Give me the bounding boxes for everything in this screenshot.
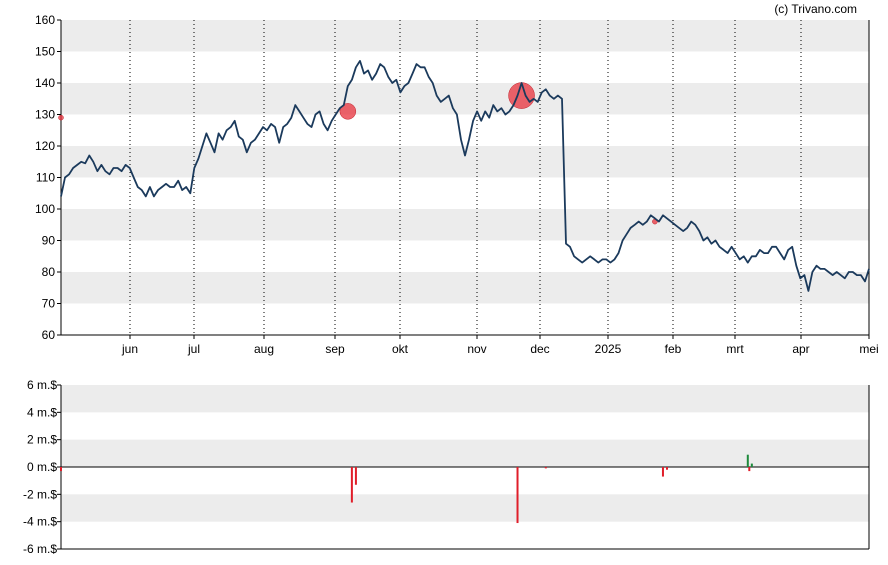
price-y-tick-label: 140 [35,76,55,90]
price-x-tick-label: apr [792,342,809,356]
insider-marker [339,103,357,120]
price-x-tick-label: jul [187,342,200,356]
price-x-tick-label: aug [254,342,274,356]
price-y-tick-label: 70 [42,297,56,311]
insider-marker [508,82,535,109]
insider-marker [58,114,64,121]
volume-band [61,439,869,467]
price-series-line [60,60,870,292]
volume-chart: 6 m.$ 4 m.$ 2 m.$ 0 m.$ -2 m.$ -4 m.$ -6 m.$ [23,378,870,556]
volume-y-tick-label: -2 m.$ [23,487,57,501]
price-y-tick-label: 90 [42,234,56,248]
sell-bar [516,467,519,524]
price-y-tick-label: 160 [35,13,55,27]
buy-bar [750,463,753,467]
price-y-tick-label: 150 [35,45,55,59]
volume-band [61,385,869,413]
price-y-tick-label: 60 [42,328,56,342]
price-x-tick-label: mrt [726,342,744,356]
volume-y-tick-label: -6 m.$ [23,542,57,556]
price-band [61,209,869,241]
price-x-tick-label: sep [325,342,345,356]
sell-bar [661,467,664,477]
price-x-tick-label: 2025 [595,342,622,356]
volume-y-tick-label: 4 m.$ [27,405,57,419]
price-x-tick-label: mei [859,342,878,356]
volume-y-tick-label: 0 m.$ [27,460,57,474]
price-x-tick-label: jun [121,342,138,356]
volume-y-tick-label: 2 m.$ [27,433,57,447]
price-x-tick-label: nov [467,342,486,356]
price-band [61,146,869,178]
price-y-tick-label: 80 [42,265,56,279]
buy-bar [746,454,749,467]
price-chart: 60 70 80 90 100 110 120 130 140 150 160 jun jul aug se… [35,13,879,356]
sell-bar [748,467,751,472]
price-y-tick-label: 130 [35,108,55,122]
credit-text: (c) Trivano.com [774,2,857,16]
price-y-tick-label: 100 [35,202,55,216]
sell-bar [354,467,357,485]
sell-bar [350,467,353,503]
price-y-tick-label: 110 [36,171,55,185]
sell-bar [544,467,547,469]
volume-y-tick-label: -4 m.$ [23,515,57,529]
sell-bar [666,467,668,470]
price-band [61,83,869,115]
price-x-tick-label: okt [392,342,409,356]
price-y-tick-label: 120 [35,139,55,153]
price-band [61,272,869,304]
price-x-tick-label: feb [665,342,682,356]
price-x-tick-label: dec [530,342,549,356]
price-band [61,20,869,52]
volume-y-tick-label: 6 m.$ [27,378,57,392]
volume-band [61,494,869,522]
sell-bar [60,467,62,472]
